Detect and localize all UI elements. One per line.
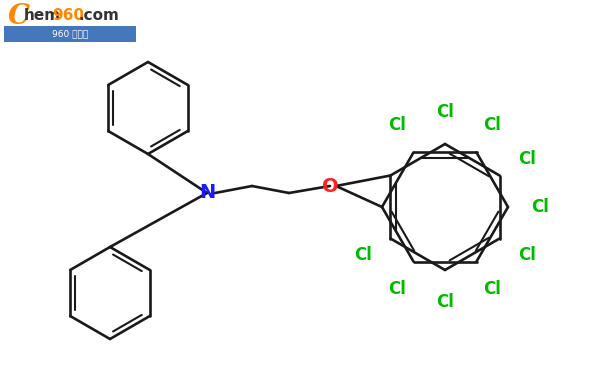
Text: Cl: Cl <box>388 116 407 134</box>
Text: 960 化工网: 960 化工网 <box>52 30 88 39</box>
Text: Cl: Cl <box>483 280 502 298</box>
Text: .com: .com <box>78 9 119 24</box>
Text: Cl: Cl <box>436 103 454 121</box>
Text: Cl: Cl <box>483 116 502 134</box>
Text: hem: hem <box>24 9 61 24</box>
Bar <box>4 0 136 42</box>
Text: Cl: Cl <box>436 293 454 311</box>
Bar <box>4 26 136 42</box>
Text: N: N <box>199 183 215 203</box>
Text: Cl: Cl <box>518 150 536 168</box>
Text: Cl: Cl <box>518 246 536 264</box>
Text: C: C <box>8 3 30 30</box>
Text: Cl: Cl <box>531 198 549 216</box>
Text: 960: 960 <box>52 9 84 24</box>
Text: Cl: Cl <box>354 246 371 264</box>
Text: Cl: Cl <box>388 280 407 298</box>
Text: O: O <box>322 177 338 195</box>
